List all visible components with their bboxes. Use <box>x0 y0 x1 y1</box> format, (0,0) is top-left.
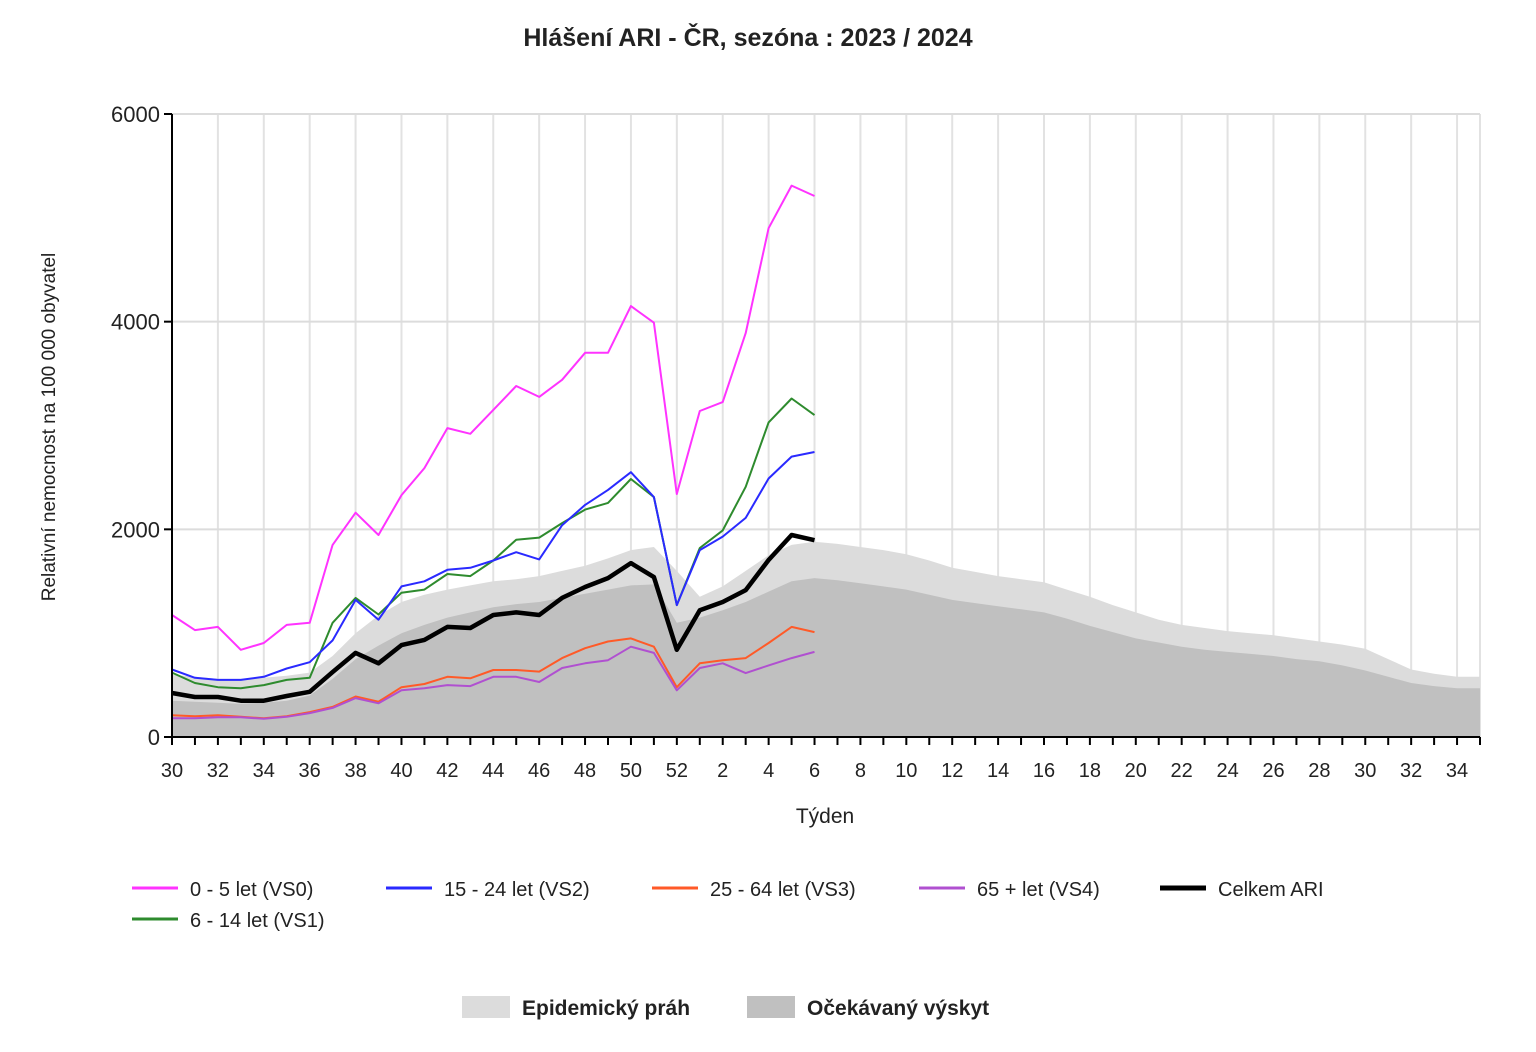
x-tick-label: 26 <box>1262 760 1284 782</box>
x-tick-label: 12 <box>941 760 963 782</box>
x-tick-label: 50 <box>620 760 642 782</box>
series-line-5 <box>171 532 815 703</box>
area-legend: Epidemický práh Očekávaný výskyt <box>462 996 989 1020</box>
area-legend-label: Očekávaný výskyt <box>807 997 989 1020</box>
x-tick-label: 52 <box>666 760 688 782</box>
area-expected-incidence <box>172 578 1480 737</box>
y-tick-label: 2000 <box>111 517 160 542</box>
series-lines <box>171 184 816 720</box>
x-axis-label: Týden <box>796 805 854 828</box>
y-axis-label: Relativní nemocnost na 100 000 obyvatel <box>39 253 60 602</box>
area-legend-swatch <box>462 996 510 1018</box>
series-line-4 <box>172 645 815 720</box>
series-line-2 <box>171 451 815 681</box>
area-legend-label: Epidemický práh <box>522 997 690 1020</box>
x-tick-label: 24 <box>1216 760 1238 782</box>
x-tick-label: 34 <box>1446 760 1468 782</box>
x-tick-label: 46 <box>528 760 550 782</box>
legend-label: 15 - 24 let (VS2) <box>444 879 590 901</box>
legend-label: 65 + let (VS4) <box>977 879 1100 901</box>
x-tick-label: 40 <box>390 760 412 782</box>
x-tick-label: 30 <box>161 760 183 782</box>
x-tick-label: 28 <box>1308 760 1330 782</box>
x-tick-label: 10 <box>895 760 917 782</box>
y-tick-label: 6000 <box>111 102 160 127</box>
chart-title: Hlášení ARI - ČR, sezóna : 2023 / 2024 <box>523 22 972 52</box>
legend: 0 - 5 let (VS0) 6 - 14 let (VS1) 15 - 24 l… <box>132 879 1324 932</box>
x-tick-label: 32 <box>207 760 229 782</box>
legend-label: Celkem ARI <box>1218 879 1324 901</box>
x-tick-label: 44 <box>482 760 504 782</box>
x-tick-label: 16 <box>1033 760 1055 782</box>
series-line-0 <box>171 184 815 651</box>
legend-label: 6 - 14 let (VS1) <box>190 910 325 932</box>
legend-label: 0 - 5 let (VS0) <box>190 879 313 901</box>
x-tick-label: 34 <box>253 760 275 782</box>
y-tick-label: 4000 <box>111 310 160 335</box>
y-tick-label: 0 <box>148 725 160 750</box>
x-tick-label: 18 <box>1079 760 1101 782</box>
x-tick-label: 14 <box>987 760 1009 782</box>
x-tick-label: 32 <box>1400 760 1422 782</box>
x-tick-label: 48 <box>574 760 596 782</box>
x-tick-label: 38 <box>344 760 366 782</box>
x-tick-label: 22 <box>1171 760 1193 782</box>
legend-label: 25 - 64 let (VS3) <box>710 879 856 901</box>
x-tick-label: 4 <box>763 760 774 782</box>
x-tick-label: 36 <box>299 760 321 782</box>
x-tick-label: 2 <box>717 760 728 782</box>
area-legend-swatch <box>747 996 795 1018</box>
areas <box>172 541 1480 737</box>
x-tick-label: 8 <box>855 760 866 782</box>
x-tick-label: 6 <box>809 760 820 782</box>
x-tick-label: 20 <box>1125 760 1147 782</box>
x-tick-label: 30 <box>1354 760 1376 782</box>
x-tick-label: 42 <box>436 760 458 782</box>
